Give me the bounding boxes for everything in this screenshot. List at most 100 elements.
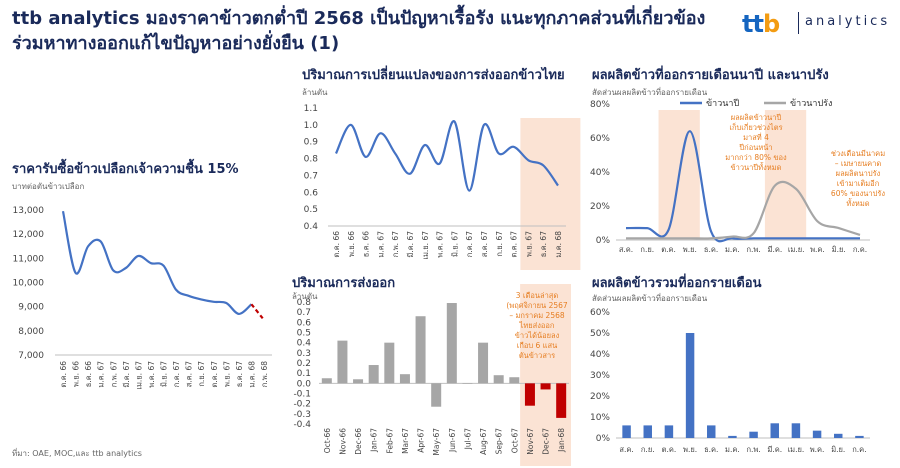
y-tick-label: 50% [590, 329, 610, 339]
export-bar [399, 374, 410, 384]
y-tick-label: 0.1 [297, 369, 311, 379]
y-tick-label: 8,000 [18, 327, 44, 337]
series-line-0 [625, 130, 860, 243]
x-tick-label: พ.ค. 67 [436, 231, 445, 258]
x-tick-label: ต.ค. 66 [59, 361, 68, 388]
x-tick-label: ธ.ค. 66 [362, 231, 371, 258]
x-tick-label: พ.ย. 66 [72, 361, 81, 387]
x-tick-label: ม.ค. [725, 245, 740, 254]
highlight-band [520, 118, 581, 270]
x-tick-label: ก.พ. [746, 445, 760, 454]
x-tick-label: พ.ย. 67 [524, 231, 533, 257]
monthly-output-chart: 80% 60% 40% 20% 0% ข้าวนาปี ข้าวนาปรังส.ค. ก.ย.… [590, 98, 886, 254]
total-output-chart: 60% 50% 40% 30% 20% 10% 0% ส.ค. ก.ย. ต.ค. พ.ย. ธ.ค.… [590, 308, 870, 454]
export-bar [384, 342, 395, 384]
output-bar [834, 433, 843, 438]
x-tick-label: ส.ค. [619, 445, 633, 454]
x-tick-label: ก.ย. [641, 445, 655, 454]
y-tick-label: 0.5 [297, 329, 311, 339]
y-tick-label: 0.6 [304, 188, 319, 198]
y-tick-label: 0.5 [304, 205, 318, 215]
x-tick-label: Aug-67 [479, 428, 488, 455]
export-bar [509, 377, 520, 384]
y-tick-label: 20% [590, 392, 610, 402]
export-bar [337, 340, 348, 384]
export-change-line [334, 120, 559, 192]
output-bar [855, 435, 864, 438]
total-output-chart-unit: สัดส่วนผลผลิตข้าวที่ออกรายเดือน [592, 294, 708, 303]
x-tick-label: ธ.ค. 66 [84, 361, 93, 388]
y-tick-label: 0.8 [304, 155, 319, 165]
output-bar [749, 431, 758, 438]
export-change-chart-title: ปริมาณการเปลี่ยนแปลงของการส่งออกข้าวไทย [302, 68, 565, 83]
y-tick-label: -0.3 [293, 410, 311, 420]
export-bar [462, 383, 473, 384]
y-tick-label: 10,000 [13, 279, 45, 289]
x-tick-label: ม.ค. [725, 445, 740, 454]
output-bar [707, 425, 716, 438]
x-tick-label: ก.ย. 67 [495, 231, 504, 257]
x-tick-label: Jan-67 [370, 428, 379, 453]
x-tick-label: ก.ย. [640, 245, 654, 254]
y-tick-label: -0.2 [293, 400, 311, 410]
x-tick-label: ก.ค. [852, 445, 866, 454]
x-tick-label: มี.ค. [767, 445, 782, 454]
y-tick-label: 0.8 [297, 298, 312, 308]
output-bar [685, 333, 695, 438]
x-tick-label: Jun-67 [448, 428, 457, 453]
x-tick-label: ก.ค. [853, 245, 867, 254]
page-title-line1: ttb analytics มองราคาข้าวตกต่ำปี 2568 เป… [12, 8, 706, 29]
x-tick-label: ก.ค. 67 [465, 231, 474, 257]
x-tick-label: ก.ค. 67 [172, 361, 181, 387]
x-tick-label: ธ.ค. [704, 445, 718, 454]
paddy-price-chart-title: ราคารับซื้อข้าวเปลือกเจ้าความชื้น 15% [12, 162, 239, 177]
export-annotation: 3 เดือนล่าสุด(พฤศจิกายน 2567– มกราคม 256… [506, 291, 568, 360]
x-tick-label: ส.ค. 67 [185, 361, 194, 388]
x-tick-label: Nov-67 [526, 428, 535, 455]
x-tick-label: มี.ค. [767, 245, 782, 254]
x-tick-label: ต.ค. [661, 245, 676, 254]
paddy-price-line [61, 210, 253, 316]
annotation-second-crop: ช่วงเดือนมีนาคม– เมษายนคาดผลผลิตนาปรังเข… [831, 149, 886, 208]
paddy-price-forecast-line [250, 303, 265, 321]
ttb-analytics-logo: ttb analytics [742, 8, 894, 38]
x-tick-label: ก.ย. 67 [197, 361, 206, 387]
y-tick-label: -0.1 [293, 390, 311, 400]
export-bar [556, 383, 567, 418]
y-tick-label: 40% [590, 350, 610, 360]
x-tick-label: มี.ค. 67 [122, 361, 131, 388]
x-tick-label: พ.ย. 66 [347, 231, 356, 257]
x-tick-label: Sep-67 [495, 428, 504, 455]
y-tick-label: 1.0 [304, 121, 319, 131]
y-tick-label: 13,000 [13, 206, 45, 216]
output-bar [791, 423, 801, 438]
highlight-band [764, 110, 807, 240]
legend-label: ข้าวนาปี [706, 98, 739, 109]
y-tick-label: 9,000 [18, 303, 44, 313]
x-tick-label: พ.ย. 67 [222, 361, 231, 387]
x-tick-label: Oct-66 [323, 428, 332, 453]
x-tick-label: Apr-67 [417, 428, 426, 453]
y-tick-label: 0.3 [297, 349, 311, 359]
export-bar [446, 303, 457, 384]
y-tick-label: 10% [590, 413, 610, 423]
y-tick-label: 40% [590, 168, 610, 178]
y-tick-label: 30% [590, 371, 610, 381]
page-title-line2: ร่วมหาทางออกแก้ไขปัญหาอย่างยั่งยืน (1) [12, 33, 340, 54]
logo-divider [798, 12, 799, 34]
export-bar [353, 379, 364, 384]
x-tick-label: Mar-67 [401, 428, 410, 454]
x-tick-label: ต.ค. 67 [510, 231, 519, 258]
y-tick-label: 0.9 [304, 138, 319, 148]
paddy-price-chart-unit: บาทต่อตันข้าวเปลือก [12, 182, 85, 191]
output-bar [664, 425, 674, 438]
logo-wordmark: analytics [805, 14, 891, 29]
monthly-output-chart-unit: สัดส่วนผลผลิตข้าวที่ออกรายเดือน [592, 88, 708, 97]
export-bar [524, 383, 535, 406]
x-tick-label: Jan-68 [557, 428, 566, 453]
y-tick-label: 7,000 [18, 351, 44, 361]
export-bar [431, 383, 442, 407]
x-tick-label: ส.ค. 67 [480, 231, 489, 258]
export-bar [540, 383, 551, 390]
